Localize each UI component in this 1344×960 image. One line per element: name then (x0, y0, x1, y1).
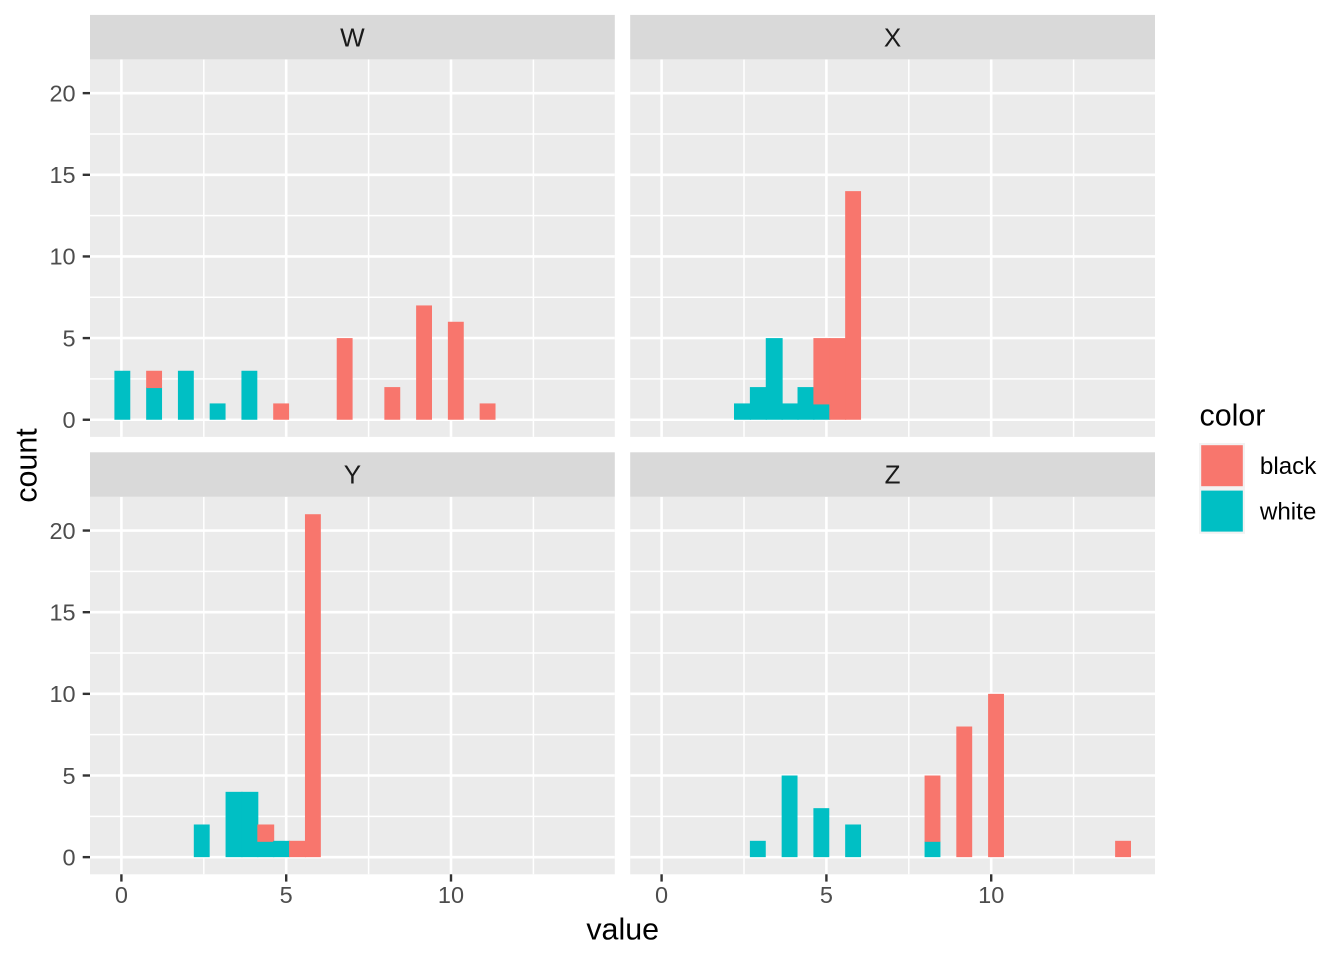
svg-text:0: 0 (63, 844, 76, 870)
svg-text:10: 10 (49, 681, 75, 707)
svg-text:Z: Z (885, 460, 901, 490)
svg-text:15: 15 (49, 599, 75, 625)
svg-text:white: white (1259, 498, 1316, 525)
svg-text:0: 0 (655, 882, 668, 908)
svg-text:5: 5 (280, 882, 293, 908)
svg-text:0: 0 (63, 407, 76, 433)
svg-text:10: 10 (438, 882, 464, 908)
svg-text:10: 10 (978, 882, 1004, 908)
svg-text:15: 15 (49, 162, 75, 188)
svg-text:W: W (340, 22, 365, 52)
svg-text:black: black (1260, 453, 1317, 480)
svg-text:count: count (10, 428, 44, 503)
svg-text:0: 0 (115, 882, 128, 908)
svg-text:20: 20 (49, 518, 75, 544)
svg-text:Y: Y (344, 460, 361, 490)
svg-text:10: 10 (49, 244, 75, 270)
svg-text:value: value (586, 913, 659, 947)
svg-text:5: 5 (63, 763, 76, 789)
svg-text:20: 20 (49, 80, 75, 106)
svg-text:5: 5 (820, 882, 833, 908)
svg-text:X: X (884, 22, 901, 52)
svg-text:color: color (1200, 398, 1266, 432)
svg-text:5: 5 (63, 325, 76, 351)
